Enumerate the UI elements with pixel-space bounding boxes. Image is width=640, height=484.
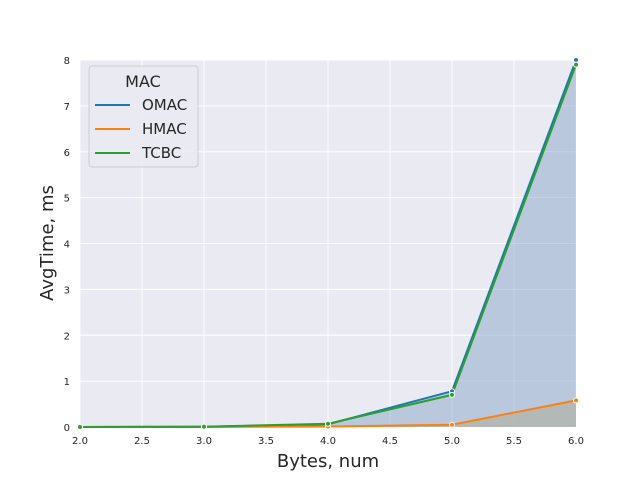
- y-axis-title: AvgTime, ms: [37, 185, 58, 301]
- x-tick-label: 5.0: [444, 436, 460, 447]
- y-tick-label: 7: [64, 102, 70, 113]
- y-tick-label: 8: [64, 56, 70, 67]
- x-axis-title: Bytes, num: [277, 451, 379, 472]
- area-fills: [80, 60, 576, 427]
- y-tick-label: 6: [64, 148, 70, 159]
- data-point-tcbc: [77, 423, 83, 430]
- y-tick-label: 5: [64, 194, 70, 205]
- data-point-hmac: [449, 421, 455, 428]
- legend-label-omac: OMAC: [142, 96, 187, 114]
- legend-label-hmac: HMAC: [142, 120, 187, 138]
- series-markers: [77, 57, 579, 430]
- x-tick-label: 4.5: [382, 436, 398, 447]
- x-tick-label: 3.0: [196, 436, 212, 447]
- legend-label-tcbc: TCBC: [141, 144, 181, 162]
- x-tick-label: 2.5: [134, 436, 150, 447]
- area-fill-lower: [80, 400, 576, 427]
- y-tick-label: 0: [64, 423, 70, 434]
- legend-title: MAC: [125, 72, 161, 91]
- y-tick-label: 3: [64, 285, 70, 296]
- x-tick-label: 2.0: [72, 436, 88, 447]
- data-point-tcbc: [201, 423, 207, 430]
- data-point-tcbc: [325, 420, 331, 427]
- x-tick-label: 4.0: [320, 436, 336, 447]
- area-fill-upper: [80, 60, 576, 427]
- legend-items: OMAC HMAC TCBC: [95, 96, 187, 162]
- legend: MAC OMAC HMAC TCBC: [88, 65, 199, 168]
- data-point-tcbc: [573, 61, 579, 68]
- x-tick-label: 5.5: [506, 436, 522, 447]
- data-point-tcbc: [449, 391, 455, 398]
- data-point-hmac: [573, 397, 579, 404]
- y-tick-label: 1: [64, 377, 70, 388]
- y-tick-label: 2: [64, 331, 70, 342]
- x-tick-label: 3.5: [258, 436, 274, 447]
- x-tick-label: 6.0: [568, 436, 584, 447]
- legend-box: [88, 65, 199, 168]
- y-tick-label: 4: [64, 240, 70, 251]
- tick-labels: 2.0 2.5 3.0 3.5 4.0 4.5 5.0 5.5 6.0 0 1 2 3 4 5 6 7 8: [64, 56, 584, 447]
